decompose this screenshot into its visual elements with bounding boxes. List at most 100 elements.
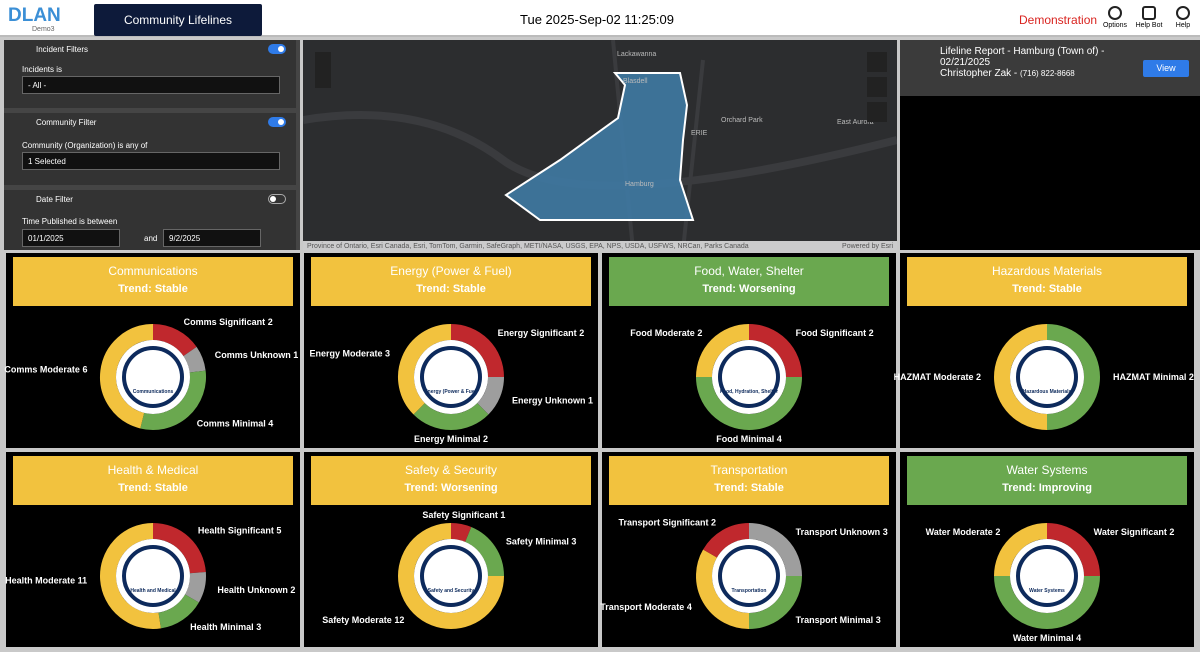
icon-inner xyxy=(424,549,478,603)
segment-value: 2 xyxy=(995,527,1000,537)
card-header xyxy=(311,456,591,505)
segment-category: Water Moderate xyxy=(926,527,993,537)
icon-label: Safety and Security xyxy=(428,588,475,594)
lifeline-card: Communications Trend: Stable Comms Signifi… xyxy=(4,253,300,448)
donut-segment xyxy=(184,572,206,603)
place-label: East Aurora xyxy=(837,119,874,126)
select[interactable]: - All - xyxy=(22,76,280,94)
filter-title: Community Filter xyxy=(36,118,97,127)
qr-button[interactable] xyxy=(867,102,887,122)
logo-sub: Demo3 xyxy=(32,26,55,33)
segment-category: Comms Unknown xyxy=(215,350,291,360)
hamburg-boundary[interactable] xyxy=(504,72,695,221)
donut-segment xyxy=(994,575,1100,629)
icon-label: Transportation xyxy=(731,588,766,594)
segment-label: Energy Significant 2 xyxy=(498,328,585,338)
filter-section: Date Filter Time Published is between 01… xyxy=(4,190,296,250)
donut-segment xyxy=(100,523,161,629)
donut-segment xyxy=(464,527,504,577)
search-button[interactable] xyxy=(867,52,887,72)
segment-category: Food Significant xyxy=(796,328,867,338)
donut-segment xyxy=(994,523,1048,577)
zoom-controls[interactable] xyxy=(315,52,331,88)
card-header xyxy=(609,456,889,505)
segment-category: Energy Unknown xyxy=(512,396,586,406)
segment-value: 3 xyxy=(385,348,390,358)
date-input[interactable]: 01/1/2025 xyxy=(22,229,120,247)
segment-value: 4 xyxy=(777,434,782,444)
segment-value: 6 xyxy=(82,365,87,375)
segment-label: Health Moderate 11 xyxy=(5,576,87,586)
segment-category: Water Minimal xyxy=(1013,633,1074,643)
top-bar: DLAN Demo3 Community Lifelines Dashboard… xyxy=(0,0,1200,59)
card-title: Transportation xyxy=(711,463,788,477)
donut-segment xyxy=(450,324,504,378)
card-title: Water Systems xyxy=(1007,463,1088,477)
segment-value: 3 xyxy=(883,527,888,537)
segment-value: 2 xyxy=(290,585,295,595)
segment-value: 5 xyxy=(276,526,281,536)
donut-segment xyxy=(703,523,750,558)
layers-button[interactable] xyxy=(867,77,887,97)
options-button[interactable]: Options xyxy=(1095,6,1135,29)
segment-label: Food Minimal 4 xyxy=(716,434,782,444)
segment-label: Water Significant 2 xyxy=(1094,527,1175,537)
card-trend: Trend: Worsening xyxy=(702,283,795,295)
segment-label: Energy Moderate 3 xyxy=(309,348,390,358)
map-canvas: Lackawanna Blasdell Orchard Park East Auror… xyxy=(303,40,897,250)
donut-segment xyxy=(476,376,504,415)
helpbot-button[interactable]: Help Bot xyxy=(1129,6,1169,29)
lifeline-card: Water Systems Trend: Improving Water Signi… xyxy=(900,452,1194,647)
segment-category: Energy Minimal xyxy=(414,434,481,444)
segment-value: 2 xyxy=(268,317,273,327)
place-label: Blasdell xyxy=(623,78,648,85)
segment-value: 2 xyxy=(697,328,702,338)
help-button[interactable]: Help xyxy=(1163,6,1200,29)
attribution-bar xyxy=(303,241,897,250)
donut-segment xyxy=(413,402,489,430)
segment-value: 11 xyxy=(78,576,88,586)
donut-segment xyxy=(158,594,199,629)
donut-segment xyxy=(398,324,452,415)
map[interactable]: Lackawanna Blasdell Orchard Park East Auror… xyxy=(303,40,897,250)
datetime: Tue 2025-Sep-02 11:25:09 xyxy=(520,12,674,27)
donut-segment xyxy=(450,523,472,542)
view-button[interactable]: View xyxy=(1143,60,1189,77)
segment-label: Energy Unknown 1 xyxy=(512,396,593,406)
segment-category: Transport Significant xyxy=(618,517,708,527)
lifeline-card: Energy (Power & Fuel) Trend: Stable Energy… xyxy=(304,253,598,448)
segment-category: Energy Moderate xyxy=(309,348,382,358)
toggle[interactable] xyxy=(268,44,286,54)
segment-label: Health Unknown 2 xyxy=(217,585,295,595)
icon-inner xyxy=(424,350,478,404)
select[interactable]: 1 Selected xyxy=(22,152,280,170)
segment-category: Health Moderate xyxy=(5,576,75,586)
donut-segment xyxy=(748,324,802,378)
toggle[interactable] xyxy=(268,117,286,127)
date-input[interactable]: 9/2/2025 xyxy=(163,229,261,247)
filter-section: Incident Filters Incidents is - All - xyxy=(4,40,296,108)
card-trend: Trend: Stable xyxy=(714,482,784,494)
icon-inner xyxy=(1020,549,1074,603)
place-label: Hamburg xyxy=(625,181,654,188)
place-label: Lackawanna xyxy=(617,51,656,58)
segment-category: Comms Moderate xyxy=(4,365,80,375)
segment-label: Transport Significant 2 xyxy=(618,517,716,527)
segment-category: Safety Significant xyxy=(422,510,498,520)
donut-segment xyxy=(183,346,206,373)
icon-label: Water Systems xyxy=(1029,588,1065,594)
app-title[interactable]: Community Lifelines Dashboard xyxy=(94,4,262,59)
donut-segment xyxy=(994,324,1048,430)
donut-segment xyxy=(152,523,206,574)
segment-value: 2 xyxy=(976,372,981,382)
card-trend: Trend: Improving xyxy=(1002,482,1092,494)
mode: Demonstration xyxy=(1019,13,1098,27)
segment-label: Energy Minimal 2 xyxy=(414,434,488,444)
segment-value: 12 xyxy=(394,615,404,625)
segment-value: 2 xyxy=(1169,527,1174,537)
toggle[interactable] xyxy=(268,194,286,204)
card-trend: Trend: Stable xyxy=(118,283,188,295)
segment-category: Water Significant xyxy=(1094,527,1167,537)
logo: DLAN xyxy=(8,5,61,26)
